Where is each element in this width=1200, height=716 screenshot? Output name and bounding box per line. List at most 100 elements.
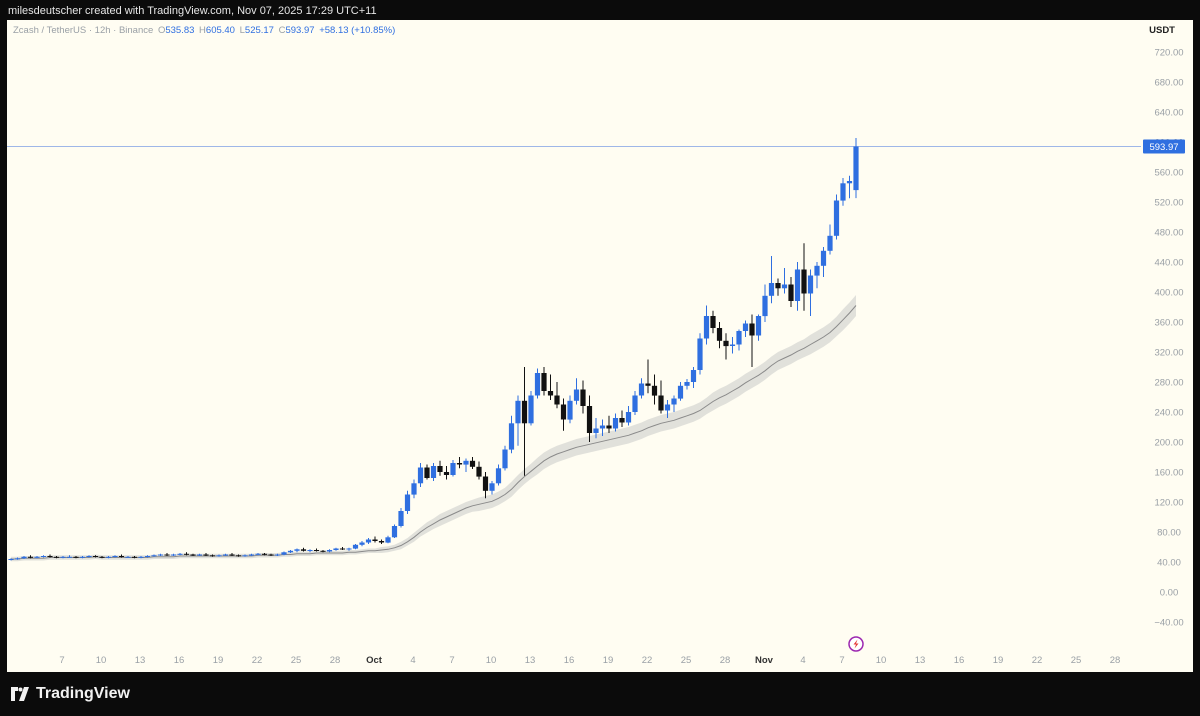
- candle-body: [599, 425, 606, 429]
- candle-body: [469, 460, 476, 467]
- x-tick-label: 10: [486, 655, 497, 666]
- candle-body: [430, 466, 437, 478]
- candle-body: [489, 483, 495, 491]
- candle-body: [424, 467, 430, 478]
- open-key: O: [157, 25, 166, 36]
- candle-body: [437, 466, 443, 472]
- candle-body: [34, 556, 40, 558]
- tradingview-brand[interactable]: TradingView: [10, 684, 130, 704]
- candle-body: [534, 373, 541, 396]
- ohlc-legend: Zcash / TetherUS · 12h · Binance O535.83…: [13, 25, 395, 36]
- candle-body: [131, 556, 138, 558]
- x-tick-label: 7: [449, 655, 454, 666]
- candle-body: [814, 265, 820, 276]
- candle-body: [320, 550, 326, 552]
- y-tick-label: 80.00: [1157, 528, 1181, 539]
- candle-body: [385, 537, 391, 543]
- candle-body: [346, 548, 352, 550]
- x-tick-label: 25: [1071, 655, 1082, 666]
- candle-body: [144, 556, 151, 557]
- candle-body: [229, 554, 235, 556]
- candle-body: [27, 556, 34, 558]
- candle-body: [677, 385, 684, 399]
- candle-body: [736, 331, 742, 345]
- candle-body: [209, 555, 216, 557]
- candle-body: [339, 548, 346, 550]
- candle-body: [261, 553, 268, 555]
- candle-body: [781, 284, 788, 289]
- candlestick-chart[interactable]: 720.00680.00640.00600.00560.00520.00480.…: [7, 20, 1193, 672]
- candle-body: [60, 556, 66, 558]
- candle-body: [840, 183, 846, 201]
- candle-body: [762, 295, 768, 317]
- symbol-label: Zcash / TetherUS · 12h · Binance: [13, 25, 154, 36]
- candle-body: [372, 539, 378, 541]
- candle-body: [177, 553, 183, 555]
- candle-body: [203, 554, 209, 556]
- candle-body: [359, 542, 365, 545]
- candle-body: [495, 468, 502, 484]
- candle-body: [612, 418, 619, 429]
- candle-body: [79, 556, 86, 558]
- x-tick-label: 22: [252, 655, 263, 666]
- y-tick-label: 720.00: [1154, 48, 1183, 59]
- candle-body: [300, 549, 307, 551]
- candle-body: [801, 269, 807, 294]
- event-lightning-icon[interactable]: [848, 636, 864, 652]
- x-tick-label: 22: [1032, 655, 1043, 666]
- x-tick-label: 7: [839, 655, 844, 666]
- candle-body: [417, 467, 424, 484]
- y-tick-label: 440.00: [1154, 258, 1183, 269]
- tradingview-logo-icon: [11, 687, 29, 701]
- candle-body: [593, 428, 599, 433]
- candle-body: [690, 370, 697, 382]
- candle-body: [521, 400, 528, 424]
- candle-body: [560, 404, 567, 420]
- candle-body: [586, 406, 593, 433]
- chart-panel[interactable]: 720.00680.00640.00600.00560.00520.00480.…: [7, 20, 1193, 672]
- candle-body: [619, 418, 625, 423]
- candle-body: [281, 552, 287, 555]
- y-tick-label: 200.00: [1154, 438, 1183, 449]
- candle-body: [196, 554, 203, 556]
- candle-body: [398, 511, 404, 526]
- brand-name: TradingView: [36, 685, 130, 702]
- candle-body: [164, 554, 170, 556]
- current-price-tag: [1143, 139, 1185, 154]
- candle-body: [294, 549, 300, 551]
- candle-body: [307, 550, 313, 551]
- candle-body: [450, 463, 456, 475]
- y-tick-label: 640.00: [1154, 108, 1183, 119]
- candle-body: [333, 548, 339, 550]
- candle-body: [482, 476, 489, 491]
- x-tick-label: 16: [954, 655, 965, 666]
- x-tick-label: 19: [213, 655, 224, 666]
- candle-body: [651, 385, 658, 396]
- currency-label[interactable]: USDT: [1149, 25, 1175, 36]
- candle-body: [53, 556, 60, 558]
- x-tick-label: 28: [1110, 655, 1121, 666]
- attribution-bar: milesdeutscher created with TradingView.…: [0, 0, 1200, 22]
- candle-body: [391, 526, 398, 538]
- x-tick-label: 19: [603, 655, 614, 666]
- candle-body: [645, 383, 651, 386]
- candle-body: [287, 550, 294, 553]
- y-tick-label: 160.00: [1154, 468, 1183, 479]
- candle-body: [703, 316, 710, 339]
- y-tick-label: −40.00: [1154, 618, 1183, 629]
- candle-body: [794, 269, 801, 301]
- candle-body: [443, 472, 450, 475]
- x-tick-label: Oct: [366, 655, 383, 666]
- candle-body: [716, 328, 723, 341]
- x-tick-label: 10: [876, 655, 887, 666]
- candle-body: [456, 463, 463, 465]
- x-tick-label: 16: [564, 655, 575, 666]
- candle-body: [73, 556, 79, 558]
- low-value: 525.17: [244, 25, 274, 36]
- candle-body: [216, 555, 222, 557]
- candle-body: [125, 556, 131, 558]
- candle-body: [664, 404, 671, 411]
- candle-body: [476, 466, 482, 477]
- x-tick-label: 4: [800, 655, 805, 666]
- ema-band: [11, 295, 856, 562]
